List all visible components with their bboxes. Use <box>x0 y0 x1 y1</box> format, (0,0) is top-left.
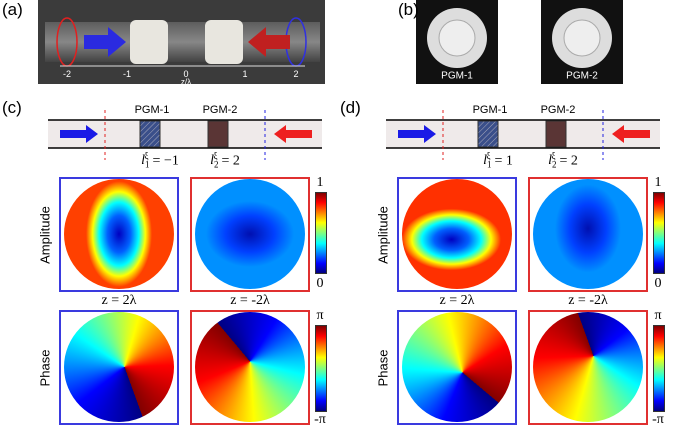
colorbar-label: 1 <box>655 175 662 191</box>
axis-tick-label: 2 <box>293 69 298 79</box>
element-1 <box>478 121 498 147</box>
element-label: PGM-1 <box>473 104 508 116</box>
amplitude-map <box>533 179 643 289</box>
charge-sup: ξ <box>551 150 555 160</box>
charge-label: l2ξ= 2 <box>548 150 578 169</box>
colorbar-label: -π <box>314 412 326 428</box>
charge-label: l1ξ= −1 <box>141 150 179 169</box>
setup-photo <box>38 0 325 84</box>
charge-sub: 2 <box>214 160 219 170</box>
element-label: PGM-1 <box>135 104 170 116</box>
figure: (a)-2-1012z/λ(b)PGM-1PGM-2(c)PGM-1PGM-2l… <box>0 0 677 432</box>
element-2 <box>208 121 228 147</box>
phase-map <box>64 312 174 422</box>
charge-value: = 2 <box>222 153 240 168</box>
axis-tick-label: 1 <box>242 69 247 79</box>
colorbar-label: π <box>316 308 323 324</box>
charge-label: l1ξ= 1 <box>483 150 513 169</box>
axis-tick-label: -1 <box>123 69 131 79</box>
row-label: Phase <box>38 350 53 387</box>
row-label: Amplitude <box>38 206 53 264</box>
position-label: z = 2λ <box>440 293 475 309</box>
photo-caption: PGM-2 <box>566 71 598 82</box>
element-label: PGM-2 <box>203 104 238 116</box>
phase-map <box>533 312 643 422</box>
charge-sub: 1 <box>145 160 150 170</box>
position-label: z = -2λ <box>568 293 608 309</box>
element-1 <box>140 121 160 147</box>
charge-label: l2ξ= 2 <box>210 150 240 169</box>
charge-value: = 2 <box>560 153 578 168</box>
phase-colorbar <box>315 325 327 412</box>
position-label: z = -2λ <box>230 293 270 309</box>
colorbar-label: 0 <box>317 276 324 292</box>
row-label: Amplitude <box>376 206 391 264</box>
charge-sub: 2 <box>552 160 557 170</box>
amplitude-map <box>64 179 174 289</box>
amplitude-colorbar <box>315 192 327 274</box>
amplitude-map <box>402 179 512 289</box>
phase-map <box>402 312 512 422</box>
charge-sup: ξ <box>145 150 149 160</box>
charge-sup: ξ <box>213 150 217 160</box>
axis-tick-label: -2 <box>63 69 71 79</box>
element-label: PGM-2 <box>541 104 576 116</box>
phase-colorbar <box>653 325 665 412</box>
panel-label: (c) <box>2 98 22 118</box>
panel-label: (a) <box>2 0 23 20</box>
panel-label: (d) <box>340 98 361 118</box>
colorbar-label: -π <box>652 412 664 428</box>
axis-label: z/λ <box>181 78 191 87</box>
row-label: Phase <box>376 350 391 387</box>
colorbar-label: 1 <box>317 175 324 191</box>
photo-caption: PGM-1 <box>441 71 473 82</box>
colorbar-label: 0 <box>655 276 662 292</box>
phase-map <box>195 312 305 422</box>
position-label: z = 2λ <box>102 293 137 309</box>
colorbar-label: π <box>654 308 661 324</box>
charge-value: = 1 <box>495 153 513 168</box>
charge-sup: ξ <box>486 150 490 160</box>
panel-label: (b) <box>398 0 419 20</box>
amplitude-colorbar <box>653 192 665 274</box>
amplitude-map <box>195 179 305 289</box>
charge-value: = −1 <box>153 153 179 168</box>
charge-sub: 1 <box>487 160 492 170</box>
element-2 <box>546 121 566 147</box>
